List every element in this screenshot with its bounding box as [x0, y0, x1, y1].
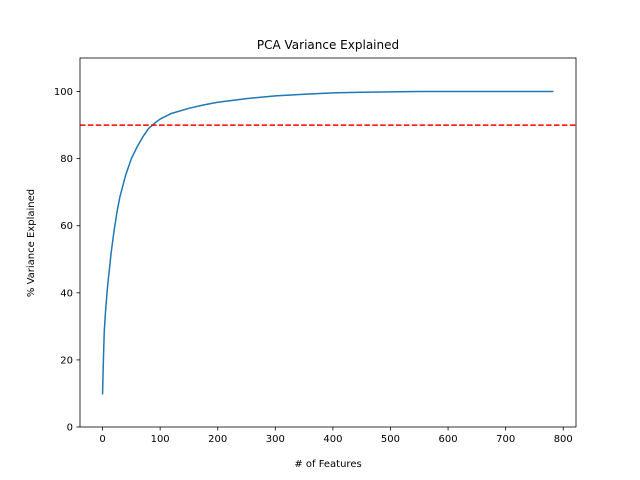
- x-tick-label: 400: [323, 434, 342, 445]
- y-tick-label: 0: [67, 423, 73, 434]
- x-tick-label: 300: [266, 434, 285, 445]
- x-tick-label: 500: [381, 434, 400, 445]
- y-tick-label: 60: [60, 221, 73, 232]
- series-line-0: [101, 90, 554, 395]
- x-tick-label: 100: [151, 434, 170, 445]
- x-tick-label: 0: [99, 434, 105, 445]
- plot-area: 0 100 200 300 400 500 600 700 800 0 20 40 60 80 100: [54, 57, 577, 445]
- y-tick-label: 80: [60, 154, 73, 165]
- x-axis-label: # of Features: [294, 459, 361, 470]
- y-tick-label: 100: [54, 87, 73, 98]
- x-tick-label: 200: [208, 434, 227, 445]
- chart-title: PCA Variance Explained: [257, 38, 399, 52]
- axes-frame: [79, 57, 577, 428]
- y-axis-label: % Variance Explained: [26, 189, 37, 297]
- y-tick-label: 20: [60, 355, 73, 366]
- x-tick-label: 700: [496, 434, 515, 445]
- x-tick-label: 800: [554, 434, 573, 445]
- x-tick-label: 600: [439, 434, 458, 445]
- y-tick-label: 40: [60, 288, 73, 299]
